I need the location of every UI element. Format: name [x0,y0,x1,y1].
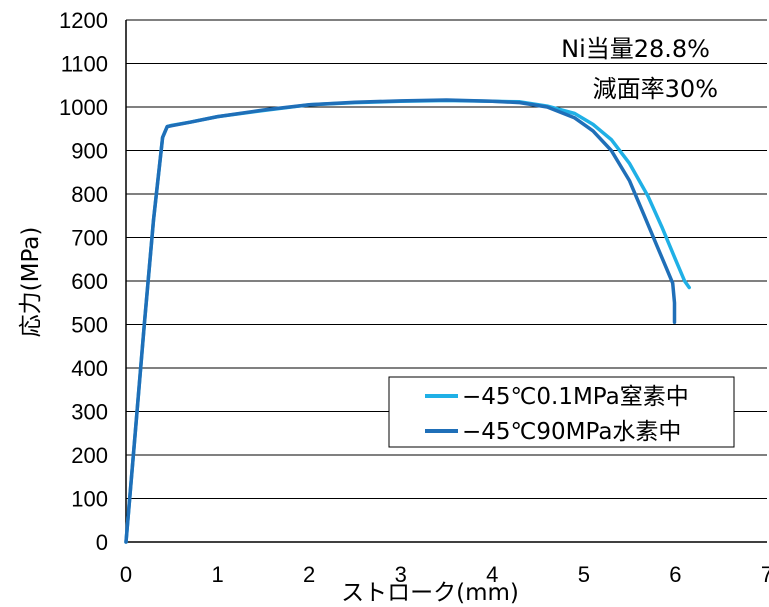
y-tick-label: 900 [71,139,108,164]
y-tick-label: 300 [71,400,108,425]
tick-labels: 0 100 200 300 400 500 600 700 800 900 1000 1100 1200… [59,8,769,587]
legend: −45℃0.1MPa窒素中 −45℃90MPa水素中 [388,376,735,448]
x-tick-label: 0 [120,562,132,587]
y-tick-label: 400 [71,356,108,381]
x-tick-label: 3 [395,562,407,587]
x-tick-label: 4 [486,562,498,587]
legend-label-hydrogen: −45℃90MPa水素中 [462,419,681,445]
x-tick-label: 6 [669,562,681,587]
y-tick-label: 1100 [61,52,108,77]
annotation-ni-equivalent: Ni当量28.8% [561,35,710,63]
y-tick-label: 0 [96,530,108,555]
y-tick-label: 500 [71,313,108,338]
x-tick-label: 5 [578,562,590,587]
x-tick-label: 2 [303,562,315,587]
series-line-0 [124,98,691,544]
data-series [124,98,691,544]
x-tick-label: 7 [761,562,769,587]
y-tick-label: 1200 [59,8,108,33]
y-tick-label: 200 [71,443,108,468]
y-tick-label: 800 [71,182,108,207]
y-tick-label: 1000 [59,95,108,120]
y-tick-label: 700 [71,226,108,251]
x-axis-title: ストローク(mm) [341,580,519,606]
y-tick-label: 100 [71,487,108,512]
series-line-1 [124,98,677,544]
y-tick-label: 600 [71,269,108,294]
legend-box [388,376,735,448]
axes [125,20,767,543]
y-axis-title: 応力(MPa) [18,227,44,338]
annotation-reduction-ratio: 減面率30% [593,75,718,103]
x-tick-label: 1 [211,562,223,587]
legend-label-nitrogen: −45℃0.1MPa窒素中 [462,384,689,410]
gridlines [126,19,767,499]
